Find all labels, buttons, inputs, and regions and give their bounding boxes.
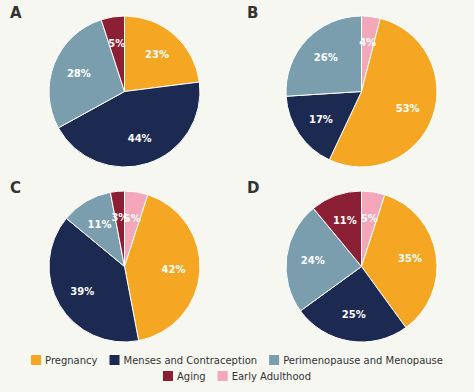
legend-swatch (110, 355, 120, 365)
data-label: 39% (70, 286, 94, 297)
data-label: 24% (301, 255, 325, 266)
data-label: 26% (314, 52, 338, 63)
pie-panel: A 23% 44% 28% 5% (10, 4, 200, 167)
data-label: 28% (67, 68, 91, 79)
panel-label: A (10, 4, 22, 22)
data-label: 11% (333, 215, 357, 226)
pie-slice (286, 16, 362, 96)
pie: 5%42%39%11%3% (49, 191, 200, 342)
chart: Pregnancy Menses and Contraception Perimen… (0, 0, 474, 392)
legend-swatch (269, 355, 279, 365)
data-label: 5% (361, 213, 378, 224)
pie-slice (286, 208, 362, 311)
panel-label: C (10, 179, 21, 197)
legend-swatch (218, 371, 228, 381)
legend-item: Pregnancy (31, 355, 98, 366)
pie: 5% 35% 25% 24% 11% (286, 191, 437, 342)
data-label: 17% (309, 114, 333, 125)
pie: 4% 53% 17% 26% (286, 16, 437, 167)
data-label: 5% (108, 38, 125, 49)
legend-label: Menses and Contraception (124, 355, 258, 366)
pie-panel: B 4% 53% 17% 26% (247, 4, 437, 167)
legend: Pregnancy Menses and Contraception Perimen… (31, 355, 443, 382)
legend-swatch (163, 371, 173, 381)
pie-panel: C5%42%39%11%3% (10, 179, 200, 342)
data-label: 11% (88, 219, 112, 230)
data-label: 44% (128, 133, 152, 144)
data-label: 23% (145, 49, 169, 60)
legend-item: Early Adulthood (218, 371, 311, 382)
pie-slice (286, 92, 361, 160)
data-label: 4% (359, 37, 376, 48)
legend-label: Perimenopause and Menopause (283, 355, 443, 366)
legend-item: Perimenopause and Menopause (269, 355, 443, 366)
data-label: 3% (111, 212, 128, 223)
legend-swatch (31, 355, 41, 365)
legend-label: Pregnancy (45, 355, 98, 366)
pie-slice (101, 16, 124, 92)
legend-item: Aging (163, 371, 206, 382)
data-label: 35% (398, 253, 422, 264)
pie-slice (125, 16, 200, 92)
data-label: 53% (396, 103, 420, 114)
data-label: 42% (162, 264, 186, 275)
pie: 23% 44% 28% 5% (49, 16, 200, 167)
panel-label: B (247, 4, 258, 22)
legend-label: Early Adulthood (232, 371, 311, 382)
panel-label: D (247, 179, 259, 197)
legend-label: Aging (177, 371, 206, 382)
legend-item: Menses and Contraception (110, 355, 258, 366)
pie-panel: D 5% 35% 25% 24% 11% (247, 179, 437, 342)
data-label: 25% (342, 309, 366, 320)
pie-slice (110, 191, 124, 267)
pie-slice (125, 195, 201, 341)
